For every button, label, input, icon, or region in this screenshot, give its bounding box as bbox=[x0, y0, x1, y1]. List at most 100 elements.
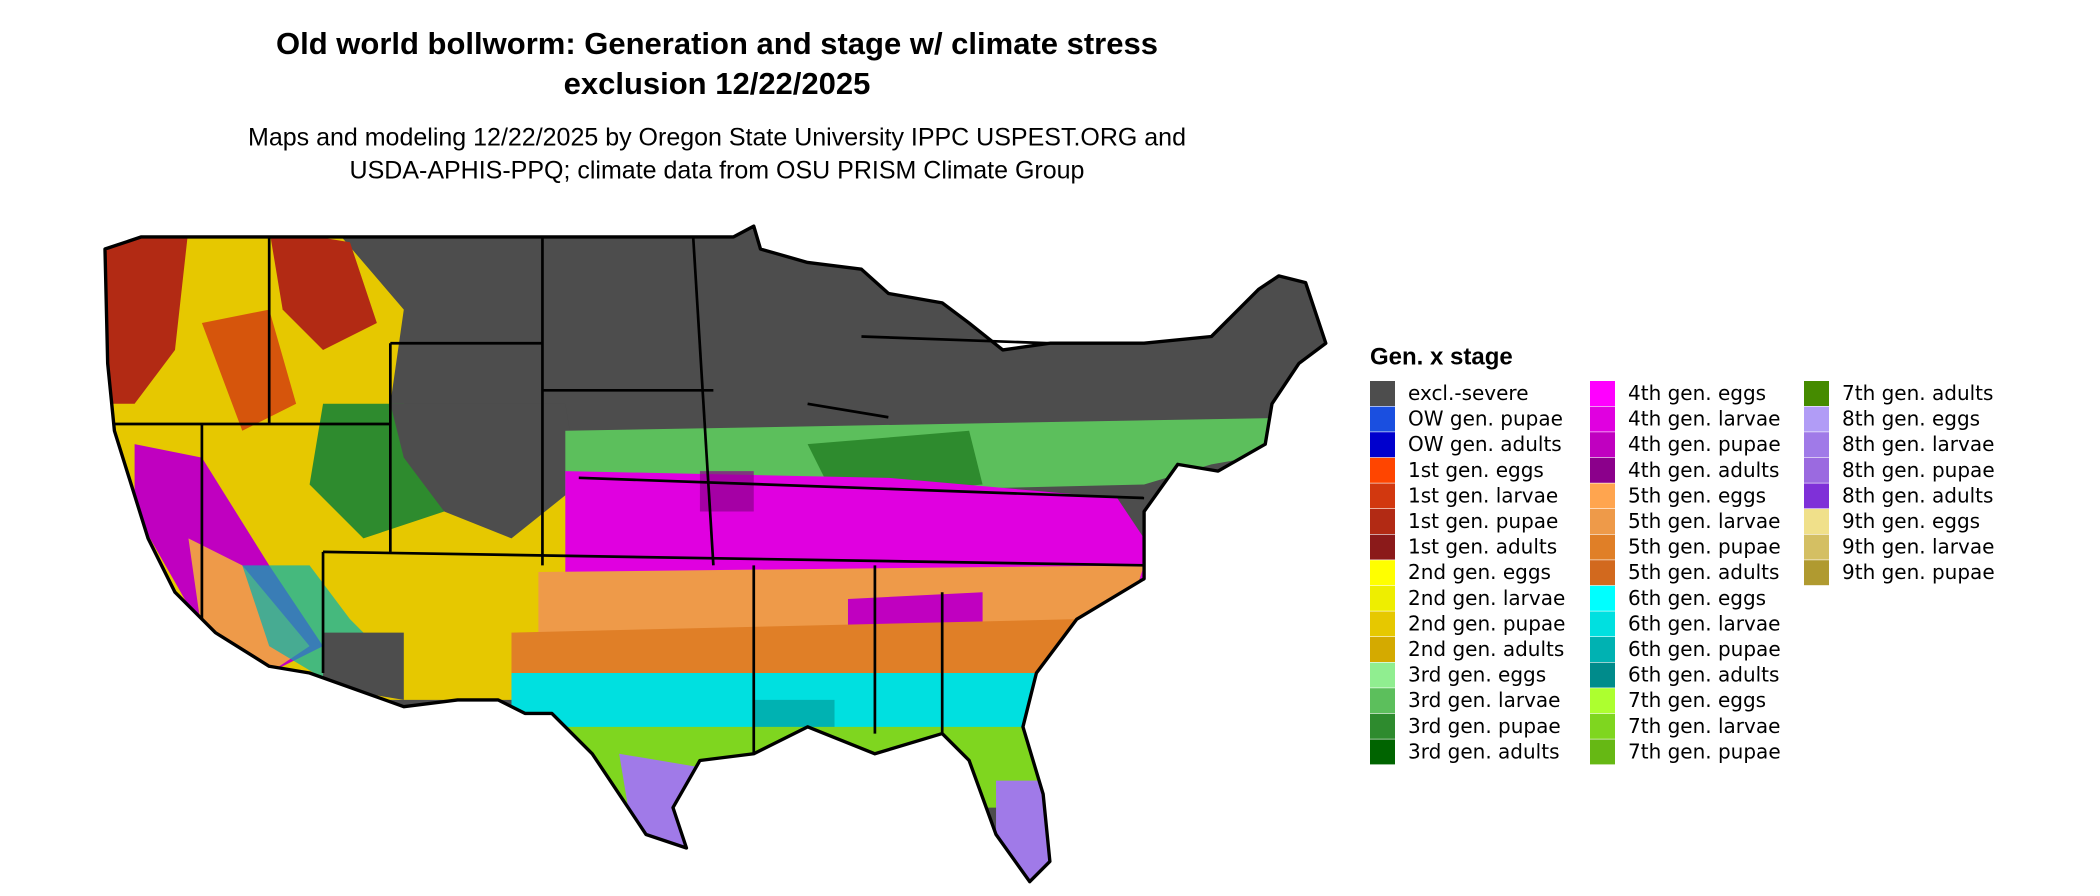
legend-swatch bbox=[1804, 560, 1829, 586]
legend-swatch bbox=[1590, 381, 1615, 406]
legend-label: 7th gen. pupae bbox=[1628, 739, 1781, 763]
legend-swatch bbox=[1590, 662, 1615, 688]
legend-item: 8th gen. pupae bbox=[1804, 457, 1995, 483]
legend-label: 9th gen. pupae bbox=[1842, 560, 1995, 584]
legend-item: 6th gen. adults bbox=[1590, 662, 1779, 688]
legend-label: 5th gen. larvae bbox=[1628, 509, 1780, 533]
legend-label: 9th gen. larvae bbox=[1842, 535, 1994, 559]
legend-swatch bbox=[1590, 688, 1615, 714]
legend-swatch bbox=[1370, 713, 1395, 739]
legend-label: 1st gen. pupae bbox=[1408, 509, 1558, 533]
legend-label: 2nd gen. adults bbox=[1408, 637, 1564, 661]
legend-swatch bbox=[1804, 534, 1829, 560]
legend-label: 2nd gen. eggs bbox=[1408, 560, 1551, 584]
legend-label: 8th gen. pupae bbox=[1842, 458, 1995, 482]
legend-item: 1st gen. eggs bbox=[1370, 457, 1544, 483]
legend-item: 2nd gen. adults bbox=[1370, 637, 1564, 662]
legend-item: 5th gen. adults bbox=[1590, 560, 1779, 586]
legend-item: 2nd gen. pupae bbox=[1370, 611, 1565, 637]
title-line: Old world bollworm: Generation and stage… bbox=[276, 26, 1158, 61]
legend-swatch bbox=[1590, 739, 1615, 765]
legend-label: 4th gen. eggs bbox=[1628, 381, 1766, 405]
legend-swatch bbox=[1590, 585, 1615, 611]
subtitle-line: Maps and modeling 12/22/2025 by Oregon S… bbox=[248, 124, 1186, 152]
legend-item: excl.-severe bbox=[1370, 381, 1529, 406]
legend-item: 4th gen. eggs bbox=[1590, 381, 1766, 406]
legend-item: 5th gen. eggs bbox=[1590, 483, 1766, 509]
legend-swatch bbox=[1590, 457, 1615, 483]
legend-item: 7th gen. eggs bbox=[1590, 688, 1766, 714]
legend-item: 5th gen. larvae bbox=[1590, 509, 1780, 534]
legend-label: 4th gen. adults bbox=[1628, 458, 1779, 482]
legend-item: 3rd gen. eggs bbox=[1370, 662, 1546, 688]
legend-swatch bbox=[1590, 509, 1615, 534]
legend-swatch bbox=[1804, 432, 1829, 458]
legend-swatch bbox=[1370, 688, 1395, 714]
legend-label: 1st gen. eggs bbox=[1408, 458, 1544, 482]
legend-label: 2nd gen. larvae bbox=[1408, 586, 1565, 610]
legend-label: 7th gen. eggs bbox=[1628, 688, 1766, 712]
legend-swatch bbox=[1804, 457, 1829, 483]
legend-item: OW gen. adults bbox=[1370, 432, 1562, 458]
legend-swatch bbox=[1370, 560, 1395, 586]
legend-label: 9th gen. eggs bbox=[1842, 509, 1980, 533]
legend-item: 8th gen. larvae bbox=[1804, 432, 1994, 458]
legend-label: 1st gen. adults bbox=[1408, 535, 1557, 559]
legend-swatch bbox=[1370, 611, 1395, 637]
legend-swatch bbox=[1370, 509, 1395, 534]
legend-swatch bbox=[1590, 406, 1615, 432]
legend-swatch bbox=[1370, 483, 1395, 509]
legend-swatch bbox=[1590, 483, 1615, 509]
legend-swatch bbox=[1804, 509, 1829, 534]
legend-label: 4th gen. larvae bbox=[1628, 407, 1780, 431]
legend-item: 6th gen. pupae bbox=[1590, 637, 1781, 662]
legend-label: 1st gen. larvae bbox=[1408, 483, 1558, 507]
legend-swatch bbox=[1370, 585, 1395, 611]
legend-label: 3rd gen. eggs bbox=[1408, 663, 1546, 687]
subtitle-line: USDA-APHIS-PPQ; climate data from OSU PR… bbox=[350, 157, 1085, 185]
legend-item: 9th gen. pupae bbox=[1804, 560, 1995, 586]
legend-item: 8th gen. eggs bbox=[1804, 406, 1980, 432]
legend-label: 5th gen. adults bbox=[1628, 560, 1779, 584]
legend-item: 3rd gen. pupae bbox=[1370, 713, 1561, 739]
legend-label: excl.-severe bbox=[1408, 381, 1529, 405]
legend-item: OW gen. pupae bbox=[1370, 406, 1563, 432]
legend-swatch bbox=[1370, 381, 1395, 406]
legend-swatch bbox=[1804, 483, 1829, 509]
legend-label: 5th gen. pupae bbox=[1628, 535, 1781, 559]
legend-label: 8th gen. larvae bbox=[1842, 432, 1994, 456]
legend-swatch bbox=[1370, 637, 1395, 662]
legend-label: OW gen. pupae bbox=[1408, 407, 1563, 431]
legend-swatch bbox=[1370, 457, 1395, 483]
legend-label: 6th gen. adults bbox=[1628, 663, 1779, 687]
legend-item: 2nd gen. larvae bbox=[1370, 585, 1565, 611]
legend-item: 5th gen. pupae bbox=[1590, 534, 1781, 560]
legend-swatch bbox=[1590, 432, 1615, 458]
legend-label: 5th gen. eggs bbox=[1628, 483, 1766, 507]
legend-label: 7th gen. larvae bbox=[1628, 714, 1780, 738]
legend-item: 7th gen. pupae bbox=[1590, 739, 1781, 765]
legend-item: 7th gen. larvae bbox=[1590, 713, 1780, 739]
legend-item: 9th gen. eggs bbox=[1804, 509, 1980, 534]
legend-item: 4th gen. larvae bbox=[1590, 406, 1780, 432]
legend-item: 3rd gen. adults bbox=[1370, 739, 1559, 765]
legend-swatch bbox=[1370, 662, 1395, 688]
legend-item: 3rd gen. larvae bbox=[1370, 688, 1560, 714]
legend-item: 1st gen. adults bbox=[1370, 534, 1557, 560]
legend-label: 8th gen. adults bbox=[1842, 483, 1993, 507]
legend-label: 6th gen. pupae bbox=[1628, 637, 1781, 661]
legend-swatch bbox=[1370, 406, 1395, 432]
legend-label: 8th gen. eggs bbox=[1842, 407, 1980, 431]
legend-swatch bbox=[1804, 406, 1829, 432]
legend-label: 2nd gen. pupae bbox=[1408, 611, 1565, 635]
legend-item: 8th gen. adults bbox=[1804, 483, 1993, 509]
legend-swatch bbox=[1590, 560, 1615, 586]
legend-label: OW gen. adults bbox=[1408, 432, 1562, 456]
legend-label: 4th gen. pupae bbox=[1628, 432, 1781, 456]
legend-item: 4th gen. pupae bbox=[1590, 432, 1781, 458]
legend-swatch bbox=[1370, 432, 1395, 458]
legend-swatch bbox=[1804, 381, 1829, 406]
legend-swatch bbox=[1590, 611, 1615, 637]
